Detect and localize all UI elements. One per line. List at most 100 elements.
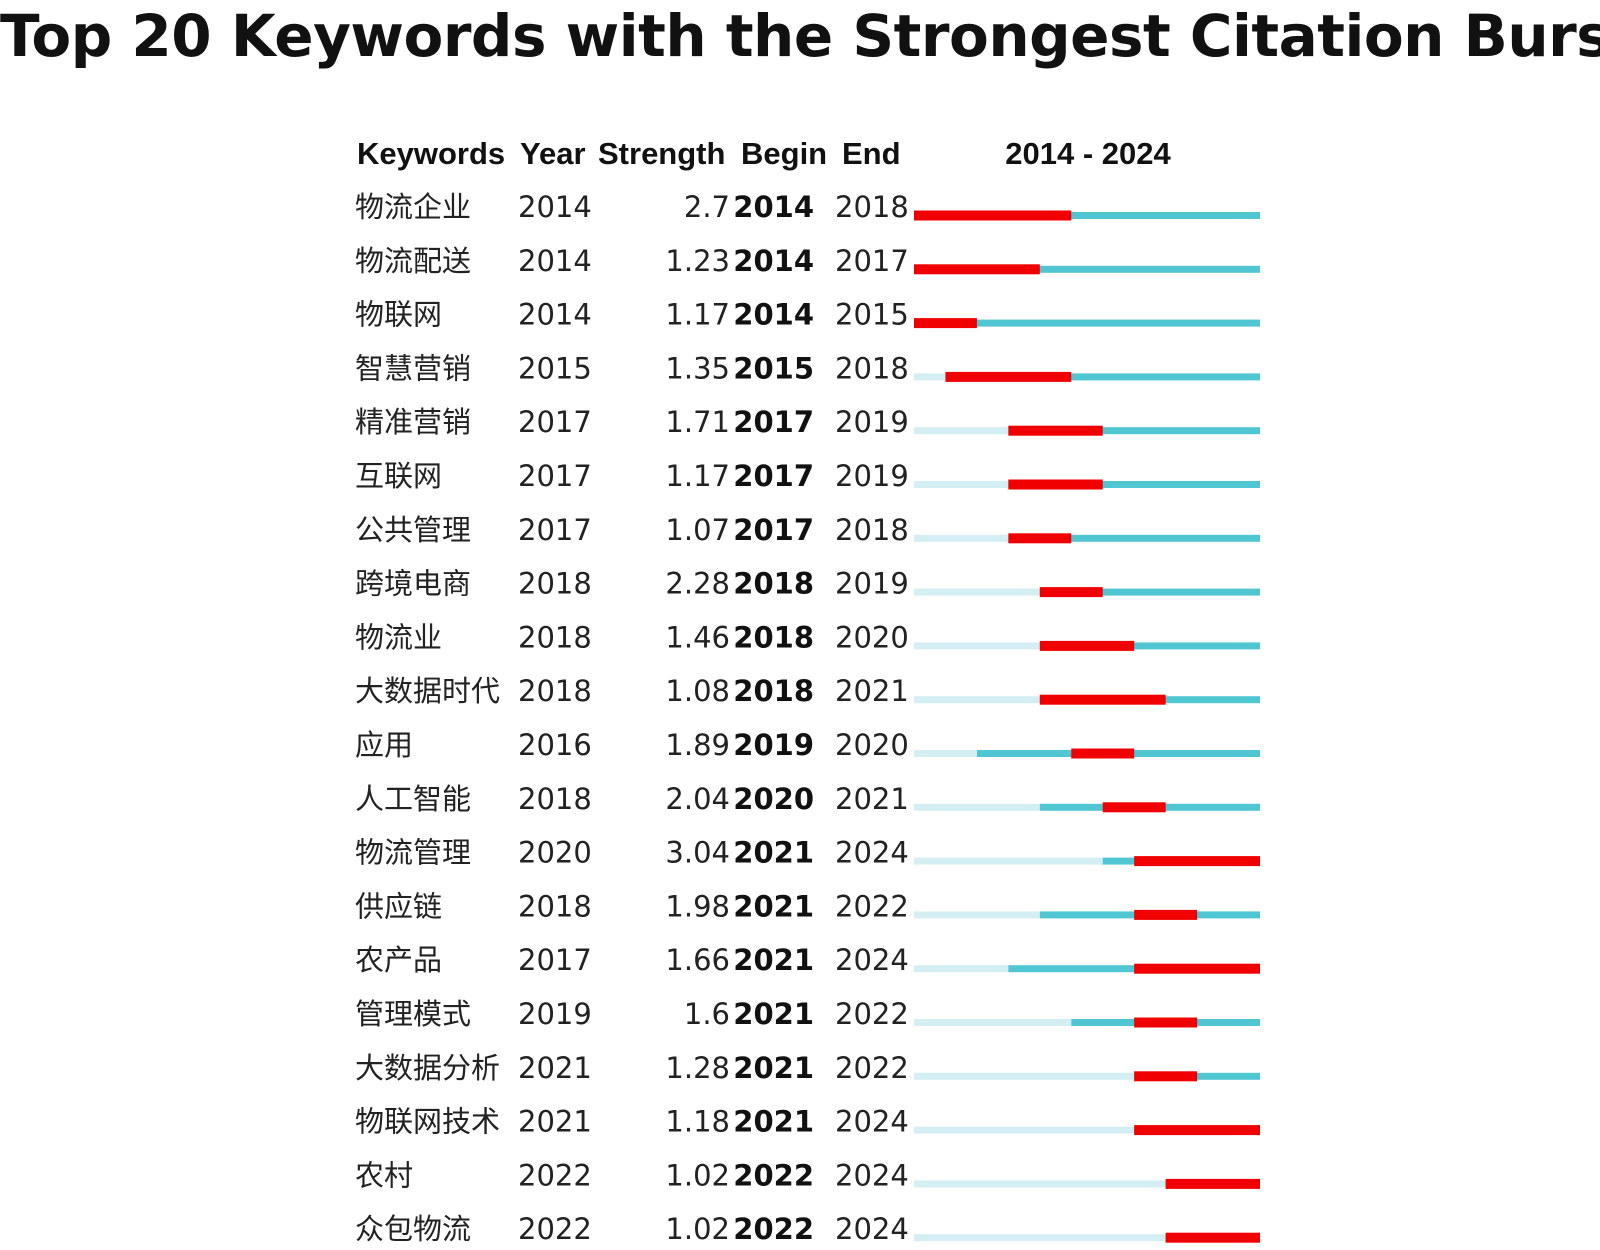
begin-label: 2014 [733, 190, 814, 224]
burst-bar [1008, 425, 1103, 436]
end-label: 2022 [835, 1051, 909, 1085]
active-segment [1008, 481, 1260, 488]
begin-label: 2015 [733, 351, 814, 385]
strength-label: 1.98 [665, 889, 730, 923]
inactive-segment [914, 481, 1009, 488]
year-label: 2018 [518, 889, 592, 923]
table-row: 跨境电商 2018 2.28 2018 2019 [355, 567, 1260, 601]
end-label: 2020 [835, 728, 909, 762]
burst-bar [914, 210, 1072, 221]
end-label: 2020 [835, 620, 909, 654]
active-segment [1008, 427, 1260, 435]
burst-bar [1102, 802, 1166, 813]
inactive-segment [914, 750, 977, 757]
inactive-segment [914, 803, 1040, 811]
table-row: 农村 2022 1.02 2022 2024 [355, 1158, 1260, 1192]
strength-label: 1.23 [665, 244, 730, 278]
strength-label: 2.04 [665, 782, 730, 816]
end-label: 2019 [835, 459, 909, 493]
end-label: 2024 [835, 836, 909, 870]
begin-label: 2021 [733, 997, 814, 1031]
begin-label: 2021 [733, 1051, 814, 1085]
year-label: 2014 [518, 298, 592, 332]
end-label: 2024 [835, 1212, 909, 1246]
keyword-label: 精准营销 [355, 405, 471, 439]
inactive-segment [914, 1180, 1166, 1188]
keyword-label: 互联网 [355, 459, 442, 493]
keyword-label: 物流业 [355, 620, 442, 654]
table-row: 物联网 2014 1.17 2014 2015 [355, 298, 1260, 332]
begin-label: 2020 [733, 782, 814, 816]
keyword-label: 物流配送 [355, 244, 471, 278]
strength-label: 2.7 [684, 190, 730, 224]
strength-label: 1.35 [665, 351, 730, 385]
burst-bar [1008, 533, 1072, 544]
end-label: 2024 [835, 1158, 909, 1192]
burst-bar [1134, 856, 1260, 867]
burst-bar [1039, 694, 1166, 705]
inactive-segment [914, 911, 1040, 919]
keyword-label: 物流管理 [355, 836, 471, 870]
year-label: 2014 [518, 244, 592, 278]
begin-label: 2021 [733, 889, 814, 923]
burst-bar [914, 318, 977, 329]
burst-bar [1039, 587, 1103, 598]
burst-bar [1071, 748, 1135, 759]
inactive-segment [914, 1072, 1135, 1080]
strength-label: 1.17 [665, 459, 730, 493]
strength-label: 1.07 [665, 513, 730, 547]
inactive-segment [914, 1019, 1072, 1026]
header-begin: Begin [741, 136, 827, 171]
table-row: 智慧营销 2015 1.35 2015 2018 [355, 351, 1260, 385]
burst-bar [1134, 1017, 1198, 1028]
keyword-label: 跨境电商 [355, 567, 471, 601]
end-label: 2024 [835, 943, 909, 977]
table-header: Keywords Year Strength Begin End 2014 - … [357, 136, 1171, 171]
keyword-label: 大数据分析 [355, 1051, 500, 1085]
active-segment [945, 373, 1260, 381]
keyword-label: 农产品 [355, 943, 442, 977]
keyword-label: 物联网 [355, 298, 442, 332]
end-label: 2019 [835, 405, 909, 439]
end-label: 2018 [835, 351, 909, 385]
inactive-segment [914, 857, 1103, 865]
table-row: 管理模式 2019 1.6 2021 2022 [355, 997, 1260, 1031]
begin-label: 2022 [733, 1158, 814, 1192]
inactive-segment [914, 696, 1040, 704]
keyword-label: 人工智能 [355, 782, 471, 816]
year-label: 2017 [518, 459, 592, 493]
end-label: 2024 [835, 1105, 909, 1139]
begin-label: 2021 [733, 943, 814, 977]
burst-bar [1134, 963, 1260, 974]
chart-title: Top 20 Keywords with the Strongest Citat… [0, 2, 1600, 70]
inactive-segment [914, 373, 946, 381]
year-label: 2017 [518, 405, 592, 439]
end-label: 2018 [835, 190, 909, 224]
begin-label: 2019 [733, 728, 814, 762]
year-label: 2017 [518, 943, 592, 977]
burst-bar [1039, 640, 1135, 651]
begin-label: 2018 [733, 620, 814, 654]
end-label: 2015 [835, 298, 909, 332]
burst-bar [1008, 479, 1103, 490]
year-label: 2019 [518, 997, 592, 1031]
inactive-segment [914, 427, 1009, 435]
year-label: 2018 [518, 567, 592, 601]
header-end: End [842, 136, 901, 171]
end-label: 2021 [835, 782, 909, 816]
keyword-label: 农村 [355, 1158, 413, 1192]
burst-bar [1134, 909, 1198, 920]
table-row: 供应链 2018 1.98 2021 2022 [355, 889, 1260, 923]
keyword-label: 供应链 [355, 889, 442, 923]
active-segment [1039, 642, 1260, 650]
table-row: 众包物流 2022 1.02 2022 2024 [355, 1212, 1260, 1246]
begin-label: 2022 [733, 1212, 814, 1246]
keyword-label: 应用 [355, 728, 413, 762]
begin-label: 2017 [733, 513, 814, 547]
end-label: 2022 [835, 889, 909, 923]
year-label: 2020 [518, 836, 592, 870]
burst-bar [1134, 1071, 1198, 1082]
strength-label: 2.28 [665, 567, 730, 601]
keyword-label: 管理模式 [355, 997, 471, 1031]
